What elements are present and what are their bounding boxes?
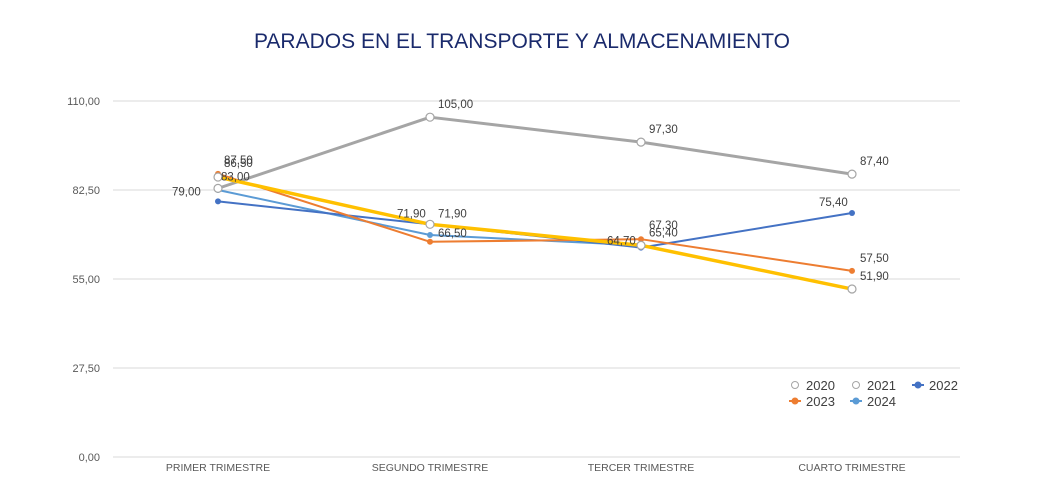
data-label-2022: 64,70 <box>607 236 636 248</box>
y-tick-label: 110,00 <box>67 96 100 108</box>
data-label-2021: 51,90 <box>860 271 889 283</box>
data-label-2020: 97,30 <box>649 124 678 136</box>
legend-label-2024: 2024 <box>867 394 896 409</box>
data-point-2020 <box>213 183 223 193</box>
legend-label-2020: 2020 <box>806 378 835 393</box>
data-point-2022 <box>849 209 855 216</box>
chart-title: PARADOS EN EL TRANSPORTE Y ALMACENAMIENT… <box>253 30 791 53</box>
x-tick-label: CUARTO TRIMESTRE <box>798 462 905 474</box>
legend-marker-2024 <box>852 397 860 405</box>
data-label-2020: 83,00 <box>221 171 250 183</box>
data-point-2020 <box>425 112 435 122</box>
x-tick-label: PRIMER TRIMESTRE <box>166 462 270 474</box>
data-label-2023: 87,50 <box>224 155 253 167</box>
data-point-2024 <box>427 231 433 238</box>
legend-marker-2022 <box>914 381 922 389</box>
data-label-2021: 71,90 <box>438 208 467 220</box>
data-point-2021 <box>636 240 646 250</box>
data-label-2020: 105,00 <box>438 99 473 111</box>
y-tick-label: 55,00 <box>72 274 100 286</box>
legend-label-2021: 2021 <box>867 378 896 393</box>
legend-label-2022: 2022 <box>929 378 958 393</box>
data-label-2023: 57,50 <box>860 253 889 265</box>
series-line-2020 <box>217 115 853 190</box>
data-label-2022: 71,90 <box>397 208 426 220</box>
data-label-2021: 65,40 <box>649 227 678 239</box>
x-axis-ticks: PRIMER TRIMESTRE SEGUNDO TRIMESTRE TERCER … <box>166 462 906 474</box>
legend-marker-2023 <box>791 397 799 405</box>
data-label-2022: 79,00 <box>172 186 201 198</box>
y-tick-label: 27,50 <box>72 363 100 375</box>
series-group <box>213 112 857 294</box>
gridlines <box>113 100 960 458</box>
data-point-2021 <box>847 284 857 294</box>
y-tick-label: 82,50 <box>72 185 100 197</box>
data-point-2021 <box>425 219 435 229</box>
y-tick-label: 0,00 <box>79 452 100 464</box>
data-point-2023 <box>427 238 433 245</box>
legend-marker-2020 <box>791 381 799 389</box>
legend-marker-2021 <box>852 381 860 389</box>
legend-label-2023: 2023 <box>806 394 835 409</box>
data-label-2023: 66,50 <box>438 228 467 240</box>
legend: 2020 2021 2022 2023 2024 <box>789 378 958 409</box>
data-point-2023 <box>849 267 855 274</box>
data-point-2020 <box>847 169 857 179</box>
x-tick-label: TERCER TRIMESTRE <box>588 462 695 474</box>
data-point-2020 <box>636 137 646 147</box>
series-line-2023 <box>217 172 853 272</box>
x-tick-label: SEGUNDO TRIMESTRE <box>372 462 488 474</box>
data-point-2023 <box>638 236 644 243</box>
data-label-2023: 67,30 <box>649 220 678 232</box>
data-point-2022 <box>215 198 221 205</box>
data-label-2022: 75,40 <box>819 197 848 209</box>
y-axis-ticks: 0,00 27,50 55,00 82,50 110,00 <box>67 96 100 464</box>
data-label-2020: 87,40 <box>860 156 889 168</box>
data-labels: 83,00 105,00 97,30 87,40 86,50 71,90 65,40 51,9… <box>172 99 889 283</box>
data-label-2021: 86,50 <box>224 158 253 170</box>
data-point-2021 <box>213 172 223 182</box>
series-line-2021 <box>217 175 853 291</box>
